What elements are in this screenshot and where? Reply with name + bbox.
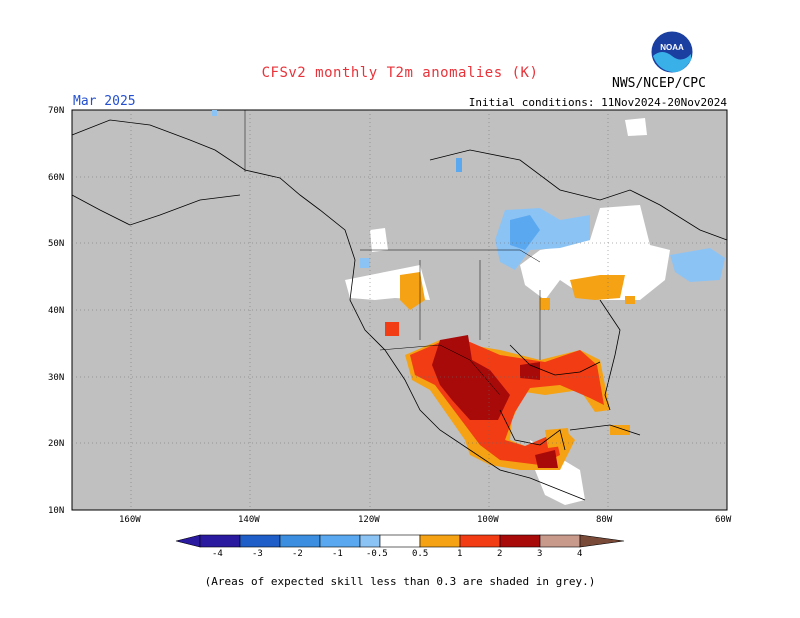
map-title: CFSv2 monthly T2m anomalies (K) [261, 65, 539, 81]
warm-dark-yucatan [535, 450, 558, 468]
legend-tick: 1 [457, 549, 462, 559]
footnote: (Areas of expected skill less than 0.3 a… [204, 575, 596, 588]
legend-arrow-cold [175, 534, 201, 548]
warm-cell-sw [385, 322, 399, 336]
lon-label: 160W [119, 515, 141, 525]
lon-label: 140W [238, 515, 260, 525]
color-legend [175, 534, 625, 548]
legend-tick: -2 [292, 549, 303, 559]
warm-dark-core [432, 335, 510, 420]
lat-label: 70N [48, 106, 64, 116]
warm-light-gulf-carib [545, 428, 570, 448]
lat-axis: 70N 60N 50N 40N 30N 20N 10N [48, 106, 64, 516]
legend-tick: 2 [497, 549, 502, 559]
lat-label: 60N [48, 173, 64, 183]
cold-region-maritimes [670, 248, 725, 282]
lat-label: 30N [48, 373, 64, 383]
legend-tick: 0.5 [412, 549, 428, 559]
legend-box [379, 534, 421, 548]
warm-dark-east [520, 362, 540, 380]
cold-region-core [510, 215, 540, 250]
lat-label: 20N [48, 439, 64, 449]
legend-tick: 3 [537, 549, 542, 559]
legend-box [539, 534, 581, 548]
lon-label: 60W [715, 515, 732, 525]
legend-box [499, 534, 541, 548]
graticule [72, 110, 727, 510]
warm-cell-ontario [540, 298, 550, 310]
coastlines [71, 119, 728, 501]
legend-tick: -3 [252, 549, 263, 559]
political-borders [244, 110, 541, 396]
legend-box [279, 534, 321, 548]
lon-label: 120W [358, 515, 380, 525]
valid-month: Mar 2025 [73, 94, 136, 109]
noaa-logo-icon: NOAA [650, 30, 694, 74]
legend-box [359, 534, 381, 548]
initial-conditions: Initial conditions: 11Nov2024-20Nov2024 [468, 96, 727, 109]
lat-label: 50N [48, 239, 64, 249]
legend-tick: 4 [577, 549, 582, 559]
lon-label: 80W [596, 515, 613, 525]
agency-label: NWS/NCEP/CPC [612, 76, 706, 91]
warm-anomalies [385, 272, 635, 470]
legend-box [319, 534, 361, 548]
warm-light-rockies [400, 272, 425, 310]
cold-anomalies [212, 110, 725, 282]
cold-cell-alaska [212, 110, 217, 116]
warm-cell-nyc [625, 296, 635, 304]
warm-cell-cuba [610, 425, 630, 435]
legend-arrow-warm [579, 534, 625, 548]
svg-text:NOAA: NOAA [660, 43, 684, 52]
lat-label: 40N [48, 306, 64, 316]
cold-cell-north [456, 158, 462, 172]
legend-box [239, 534, 281, 548]
legend-box [459, 534, 501, 548]
legend-box [199, 534, 241, 548]
legend-ticks: -4 -3 -2 -1 -0.5 0.5 1 2 3 4 [212, 549, 582, 559]
legend-tick: -1 [332, 549, 343, 559]
warm-light-greatlakes [570, 275, 625, 300]
map-background [71, 109, 728, 511]
cold-cell-west [360, 258, 370, 268]
lon-axis: 160W 140W 120W 100W 80W 60W [119, 515, 732, 525]
lat-label: 10N [48, 506, 64, 516]
legend-tick: -4 [212, 549, 223, 559]
legend-box [419, 534, 461, 548]
legend-tick: -0.5 [366, 549, 388, 559]
lon-label: 100W [477, 515, 499, 525]
